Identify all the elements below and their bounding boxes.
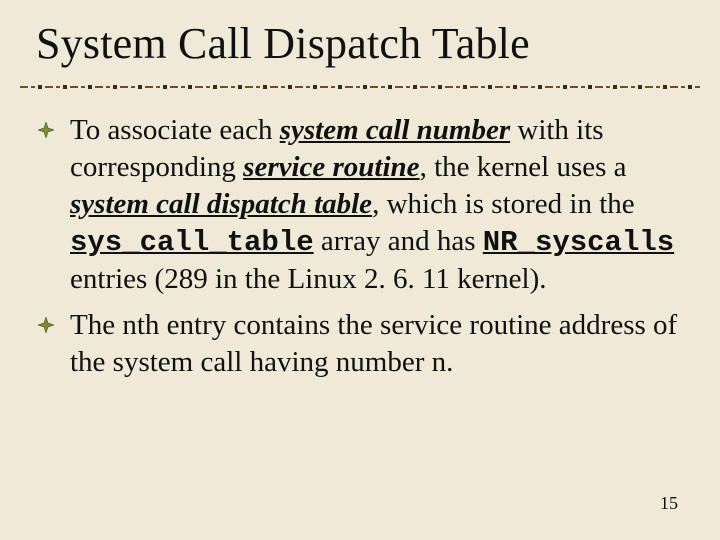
emph-run: service routine [243,151,419,183]
bullet-item: The nth entry contains the service routi… [70,307,680,381]
bullet-item: To associate each system call number wit… [70,112,680,299]
bullet-icon [38,122,54,138]
text-run: The nth entry contains the service routi… [70,309,677,378]
emph-run: system call number [280,114,510,146]
text-run: entries (289 in the Linux 2. 6. 11 kerne… [70,263,547,295]
text-run: To associate each [70,114,280,146]
divider-svg [20,82,700,92]
bullet-text: The nth entry contains the service routi… [70,307,680,381]
emph-run: system call dispatch table [70,188,372,220]
text-run: array and has [314,225,483,257]
bullet-text: To associate each system call number wit… [70,112,680,299]
text-run: , which is stored in the [372,188,635,220]
slide-title: System Call Dispatch Table [36,18,530,69]
slide-body: To associate each system call number wit… [70,112,680,389]
text-run: , the kernel uses a [420,151,627,183]
page-number: 15 [660,493,678,514]
bullet-icon [38,317,54,333]
code-run: NR_syscalls [483,226,674,259]
title-divider [20,82,700,92]
slide: System Call Dispatch Table To associate … [0,0,720,540]
code-run: sys_call_table [70,226,314,259]
